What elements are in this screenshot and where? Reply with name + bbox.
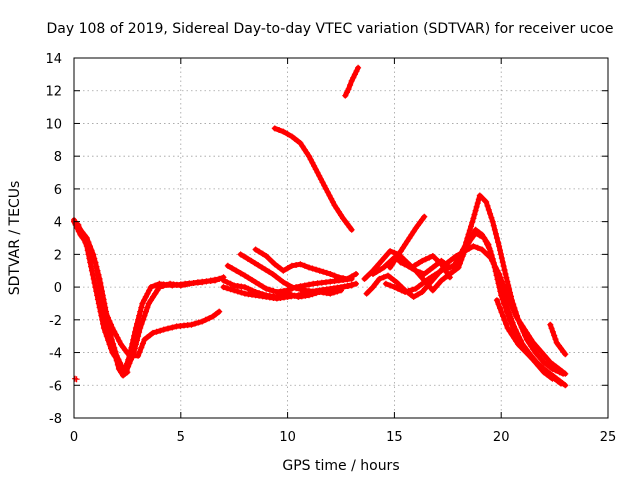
y-tick-label: -6: [49, 379, 62, 394]
y-tick-label: 0: [54, 281, 62, 296]
series-sat-c: [75, 221, 131, 376]
x-tick-label: 20: [493, 430, 510, 445]
series-markers: [75, 221, 131, 376]
series-markers: [72, 375, 80, 383]
x-tick-label: 0: [70, 430, 78, 445]
x-axis-label: GPS time / hours: [282, 458, 399, 474]
y-tick-label: 2: [54, 248, 62, 263]
series-markers: [271, 125, 355, 233]
y-tick-label: -8: [49, 412, 62, 427]
tick-layer: 0 5 10 15 20 25 -8 -6 -4 -2 0 2 4 6 8 10 12 14: [45, 52, 616, 445]
series-sat-l: [361, 226, 556, 382]
x-tick-label: 10: [279, 430, 296, 445]
series-markers: [252, 246, 359, 282]
series-markers: [493, 297, 569, 389]
series-sat-o: [363, 243, 569, 377]
series-markers: [361, 226, 556, 382]
x-tick-label: 5: [177, 430, 185, 445]
series-sat-p: [387, 213, 428, 271]
y-tick-label: 12: [45, 85, 62, 100]
y-tick-label: -2: [49, 314, 62, 329]
plot-frame: [73, 57, 609, 419]
series-sat-a: [71, 217, 223, 379]
y-tick-label: 14: [45, 52, 62, 67]
series-sat-s: [547, 321, 569, 358]
y-tick-label: 8: [54, 150, 62, 165]
chart-title: Day 108 of 2019, Sidereal Day-to-day VTE…: [47, 21, 614, 37]
series-markers: [397, 253, 453, 281]
x-tick-label: 15: [386, 430, 403, 445]
series-sat-t: [72, 375, 80, 383]
series-markers: [71, 218, 227, 377]
series-markers: [342, 64, 362, 99]
series-markers: [220, 277, 344, 300]
series-markers: [387, 213, 428, 271]
y-tick-label: 10: [45, 117, 62, 132]
x-tick-label: 25: [600, 430, 617, 445]
series-markers: [98, 300, 223, 359]
series-sat-r: [493, 297, 569, 389]
y-tick-label: 6: [54, 183, 62, 198]
series-sat-b: [71, 218, 227, 377]
series-sat-j: [271, 125, 355, 233]
grid-layer: [74, 58, 608, 418]
series-layer: [71, 64, 569, 389]
series-sat-f: [224, 262, 355, 295]
series-markers: [547, 321, 569, 358]
y-tick-label: -4: [49, 347, 62, 362]
series-sat-d: [98, 300, 223, 359]
series-sat-h: [252, 246, 359, 282]
series-line: [398, 253, 453, 280]
y-axis-label: SDTVAR / TECUs: [7, 181, 23, 296]
series-sat-q: [397, 253, 453, 281]
y-tick-label: 4: [54, 216, 62, 231]
series-sat-i: [220, 277, 344, 300]
series-sat-k: [342, 64, 362, 99]
